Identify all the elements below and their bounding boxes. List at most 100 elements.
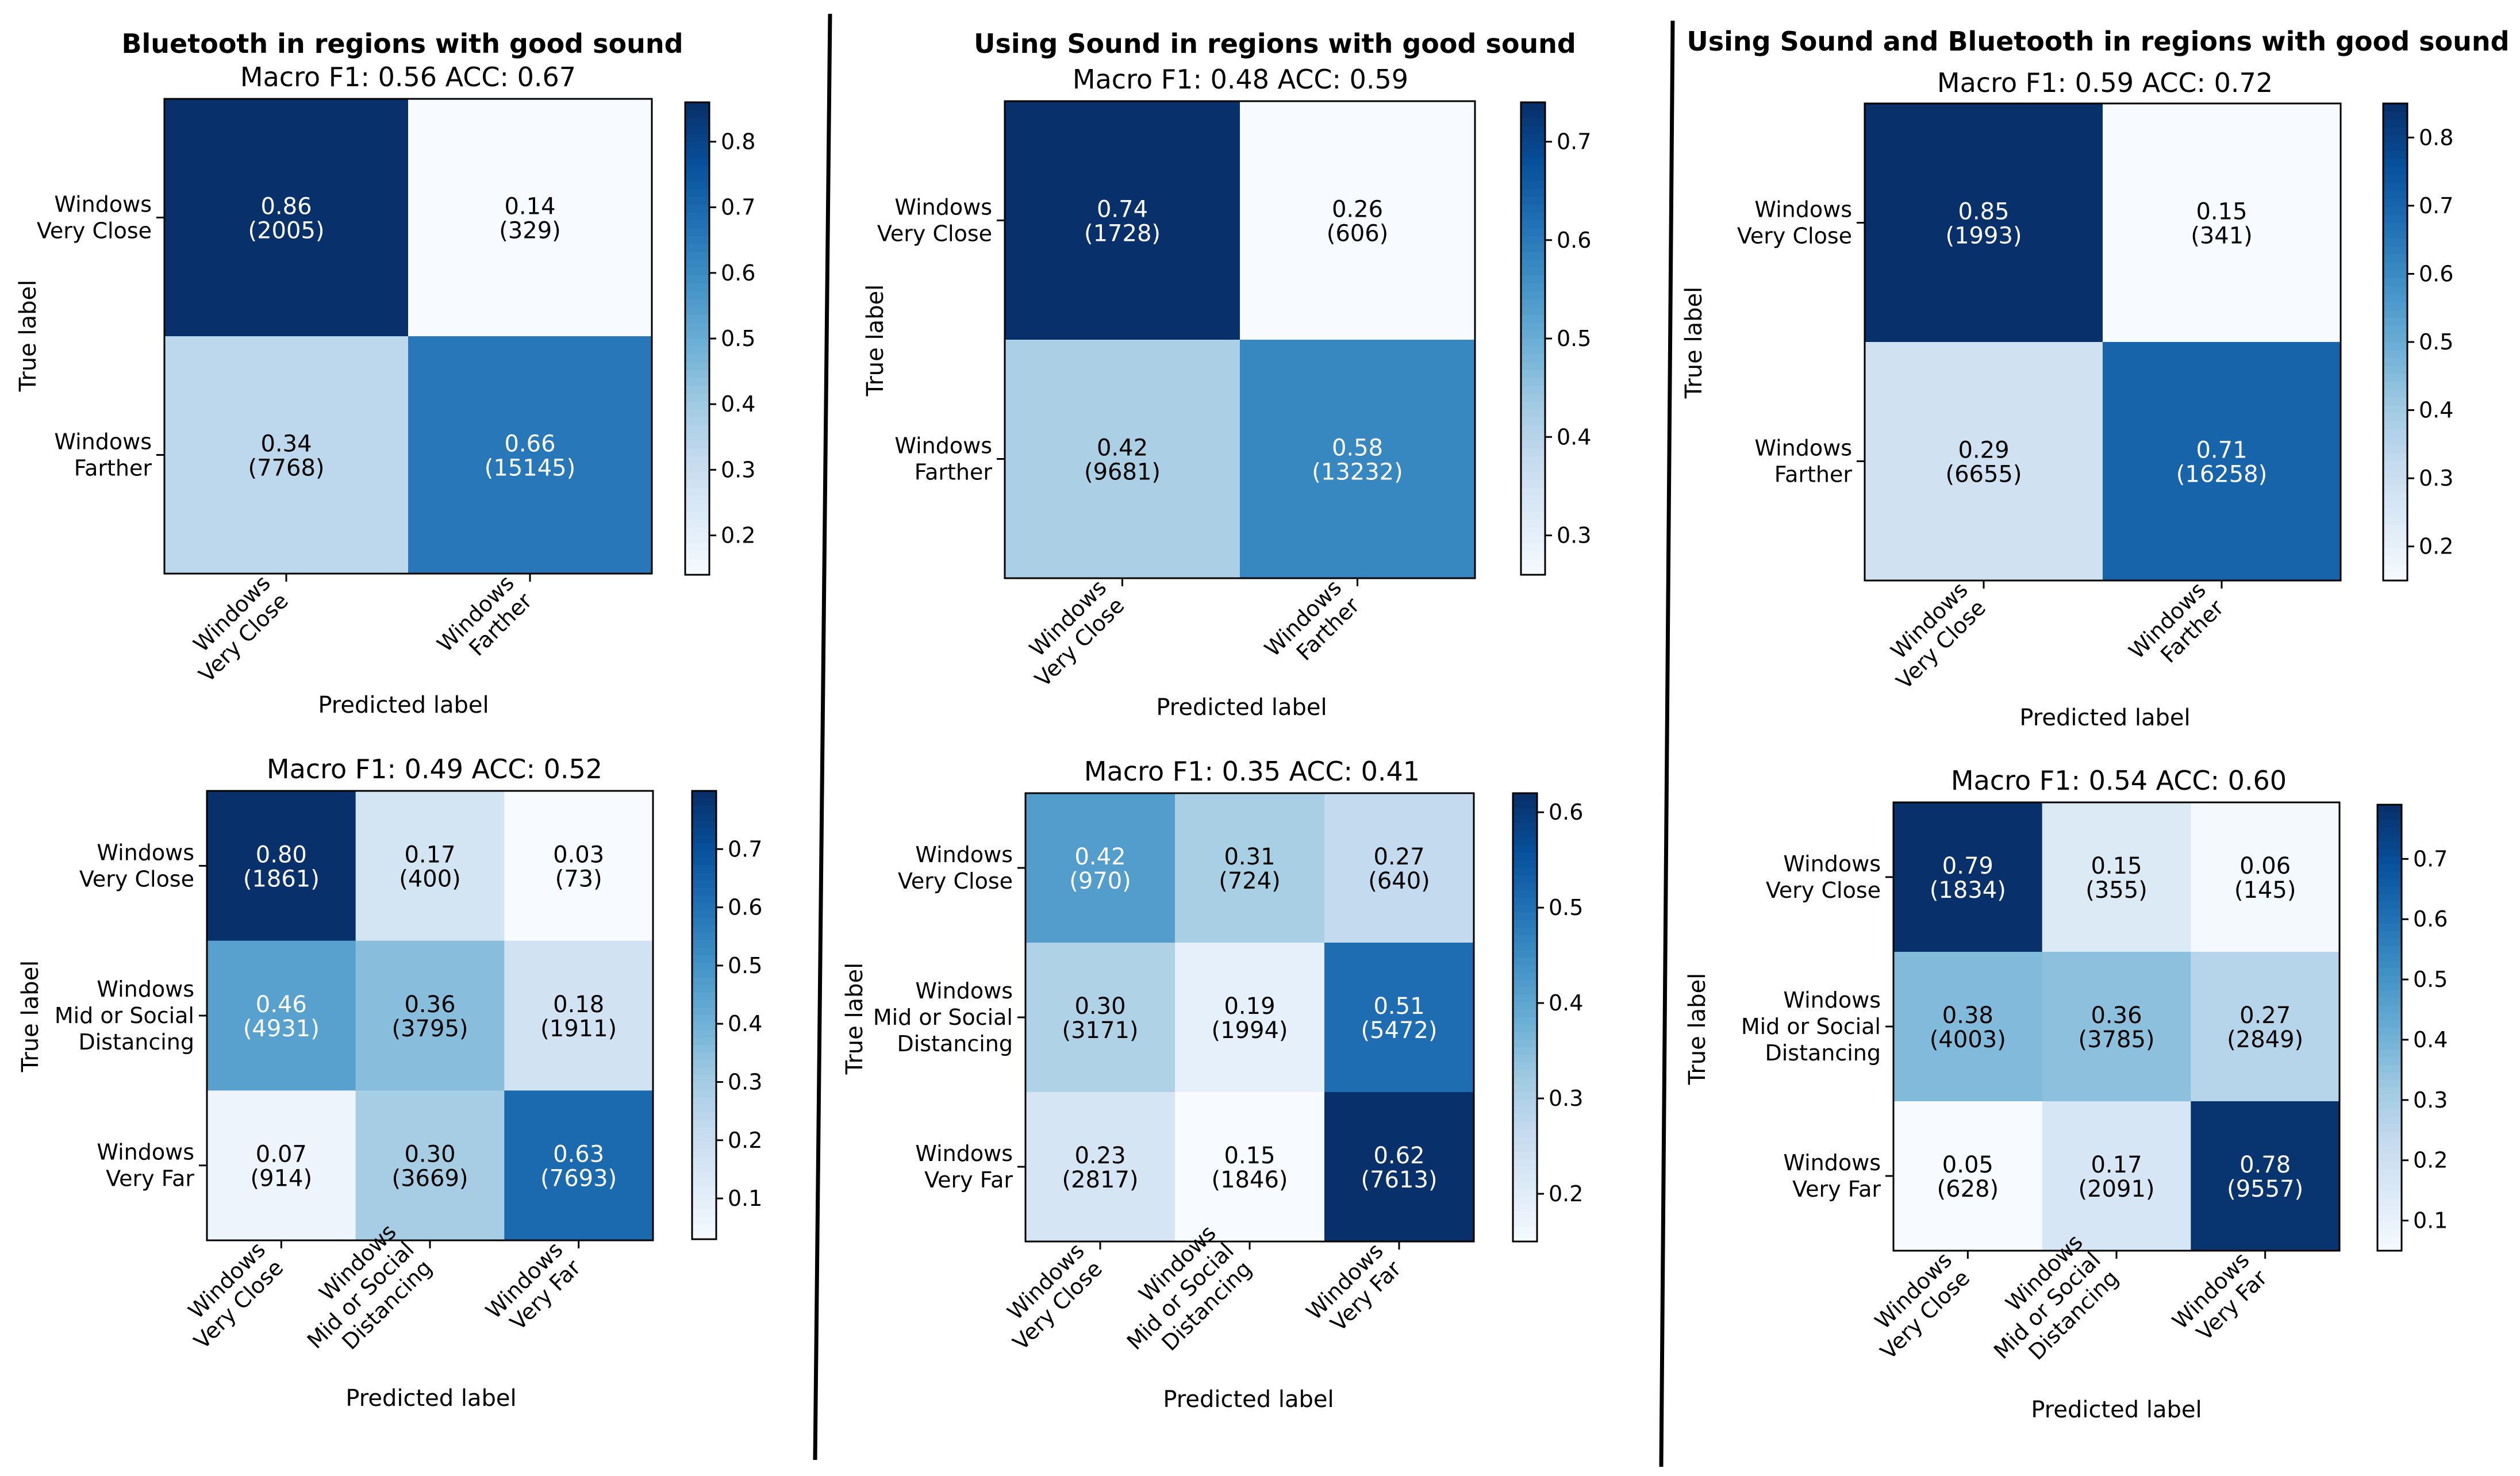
colorbar-segment: [2383, 334, 2407, 343]
colorbar-segment: [2383, 390, 2407, 398]
cell-count-label: (3171): [1062, 1017, 1138, 1044]
colorbar-segment: [692, 1150, 716, 1158]
colorbar-segment: [685, 141, 709, 151]
heatmap-cell: [207, 791, 356, 941]
colorbar-tick-label: 0.3: [728, 1069, 762, 1094]
colorbar-segment: [2377, 1013, 2402, 1021]
heatmap-cell: [2103, 103, 2341, 343]
cell-value-label: 0.86: [260, 194, 312, 220]
colorbar-segment: [685, 527, 709, 536]
colorbar-segment: [2383, 294, 2407, 303]
heatmap-cell: [1865, 342, 2103, 581]
cell-count-label: (6655): [1945, 462, 2022, 488]
colorbar-segment: [2383, 429, 2407, 438]
colorbar-segment: [685, 386, 709, 394]
y-tick-label: Very Close: [898, 868, 1013, 894]
cell-count-label: (7613): [1361, 1167, 1437, 1193]
colorbar-tick-label: 0.5: [1557, 326, 1591, 351]
cell-count-label: (1993): [1945, 223, 2022, 249]
column-divider-left: [813, 13, 832, 1460]
colorbar-segment: [685, 275, 709, 285]
colorbar-segment: [1521, 236, 1545, 245]
colorbar-segment: [2383, 493, 2407, 502]
colorbar-segment: [2377, 1042, 2402, 1051]
heatmap-cell: [2191, 1101, 2340, 1251]
cell-value-label: 0.58: [1332, 435, 1383, 462]
colorbar-segment: [685, 417, 709, 426]
colorbar-segment: [692, 1157, 716, 1165]
colorbar-segment: [685, 456, 709, 466]
colorbar-tick-label: 0.4: [1557, 424, 1591, 449]
colorbar-segment: [2377, 1079, 2402, 1088]
colorbar-segment: [685, 362, 709, 371]
colorbar-tick-label: 0.7: [728, 836, 762, 862]
colorbar-segment: [685, 102, 709, 111]
colorbar-segment: [2377, 849, 2402, 858]
colorbar-segment: [1521, 393, 1545, 402]
colorbar-segment: [1513, 868, 1537, 876]
colorbar-segment: [692, 836, 716, 844]
colorbar-segment: [692, 1082, 716, 1090]
heatmap-cell: [504, 1090, 654, 1241]
colorbar-tick-label: 0.8: [2419, 125, 2453, 150]
colorbar-segment: [2377, 841, 2402, 850]
colorbar-tick-label: 0.3: [2419, 466, 2453, 491]
colorbar-segment: [1521, 126, 1545, 134]
heatmap-cell: [1240, 340, 1476, 579]
cell-value-label: 0.79: [1942, 853, 1993, 879]
cell-value-label: 0.15: [2091, 853, 2142, 879]
cell-count-label: (914): [251, 1166, 313, 1192]
y-tick-label: Windows: [54, 192, 152, 217]
colorbar-segment: [2383, 270, 2407, 279]
colorbar-tick-label: 0.5: [1549, 895, 1583, 920]
colorbar-segment: [685, 244, 709, 253]
colorbar-segment: [2377, 812, 2402, 820]
colorbar-segment: [692, 1075, 716, 1083]
colorbar-segment: [1513, 853, 1537, 861]
colorbar-segment: [2377, 1243, 2402, 1251]
colorbar-tick-label: 0.3: [2413, 1087, 2448, 1113]
colorbar-segment: [1521, 244, 1545, 253]
colorbar-frame: [691, 790, 717, 1240]
colorbar-segment: [1513, 1002, 1537, 1010]
colorbar-segment: [1513, 950, 1537, 958]
cell-value-label: 0.36: [404, 991, 455, 1018]
colorbar-segment: [1513, 883, 1537, 891]
colorbar-segment: [2377, 1028, 2402, 1036]
colorbar-segment: [2377, 998, 2402, 1006]
colorbar-segment: [1521, 205, 1545, 213]
matrix-title: Macro F1: 0.48 ACC: 0.59: [1073, 64, 1408, 95]
colorbar-segment: [692, 813, 716, 821]
colorbar-segment: [1521, 480, 1545, 489]
colorbar-frame: [2376, 804, 2403, 1252]
colorbar-segment: [1521, 503, 1545, 513]
colorbar-segment: [2377, 1057, 2402, 1066]
colorbar-tick-label: 0.4: [1549, 990, 1583, 1016]
y-axis-label: True label: [842, 963, 868, 1075]
colorbar-segment: [1521, 362, 1545, 371]
colorbar-segment: [692, 1067, 716, 1075]
colorbar-segment: [1521, 433, 1545, 442]
colorbar-segment: [2377, 1072, 2402, 1081]
colorbar-segment: [692, 1037, 716, 1046]
matrix-title: Macro F1: 0.49 ACC: 0.52: [267, 754, 602, 785]
colorbar-segment: [1521, 559, 1545, 568]
y-tick-label: Distancing: [78, 1029, 194, 1055]
cell-value-label: 0.62: [1373, 1143, 1424, 1169]
colorbar-tick-label: 0.7: [1557, 129, 1591, 155]
colorbar-segment: [685, 433, 709, 442]
colorbar-segment: [692, 1135, 716, 1143]
colorbar-segment: [1513, 875, 1537, 883]
colorbar-segment: [1513, 1055, 1537, 1063]
colorbar-segment: [685, 205, 709, 213]
y-tick-label: Very Close: [1737, 224, 1852, 249]
heatmap-cell: [207, 940, 356, 1091]
colorbar-segment: [1513, 1189, 1537, 1197]
y-tick-label: Very Far: [1792, 1177, 1881, 1202]
colorbar-segment: [2383, 453, 2407, 462]
colorbar-tick-label: 0.5: [2419, 329, 2453, 355]
